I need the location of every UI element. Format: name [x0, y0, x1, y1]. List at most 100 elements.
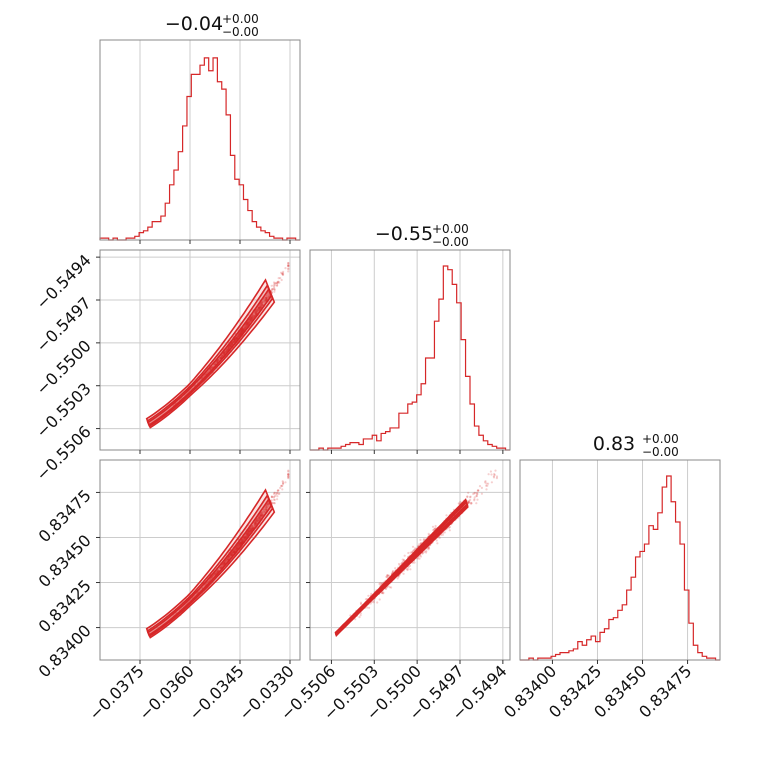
sample-point	[284, 481, 287, 484]
sample-point	[245, 534, 248, 537]
sample-point	[215, 571, 218, 574]
title-plus-error: +0.00	[432, 222, 469, 236]
sample-point	[245, 322, 249, 325]
sample-point	[403, 554, 406, 557]
sample-point	[241, 539, 244, 542]
sample-point	[261, 513, 264, 517]
sample-point	[238, 333, 241, 336]
sample-point	[237, 544, 240, 547]
sample-point	[255, 520, 259, 523]
sample-point	[270, 496, 273, 499]
sample-point	[273, 290, 276, 293]
sample-point	[271, 287, 274, 290]
sample-point	[280, 484, 283, 487]
sample-point	[231, 341, 234, 344]
sample-point	[281, 272, 284, 275]
sample-point	[246, 532, 249, 535]
sample-point	[287, 264, 290, 267]
sample-point	[434, 524, 437, 528]
sample-point	[245, 532, 249, 535]
sample-point	[232, 550, 235, 553]
sample-point	[233, 340, 236, 343]
sample-point	[270, 499, 273, 502]
sample-point	[401, 558, 404, 561]
sample-point	[265, 296, 268, 299]
sample-point	[494, 469, 497, 472]
sample-point	[382, 591, 385, 594]
sample-point	[242, 328, 245, 331]
contour-level-3	[147, 497, 273, 637]
sample-point	[475, 495, 478, 498]
sample-point	[250, 316, 253, 319]
sample-point	[487, 473, 490, 476]
sample-point	[243, 535, 246, 538]
sample-point	[249, 529, 253, 532]
title-minus-error: −0.00	[432, 235, 469, 249]
sample-point	[265, 508, 268, 511]
sample-point	[268, 294, 271, 297]
sample-point	[229, 554, 232, 557]
sample-point	[240, 542, 243, 545]
sample-point	[240, 539, 244, 542]
sample-point	[275, 492, 279, 495]
sample-point	[273, 502, 276, 505]
sample-point	[282, 482, 285, 485]
sample-point	[250, 317, 253, 320]
sample-point	[247, 322, 250, 325]
sample-point	[368, 606, 371, 609]
sample-point	[202, 375, 206, 378]
sample-point	[265, 508, 268, 512]
sample-point	[287, 469, 290, 472]
sample-point	[259, 514, 262, 517]
sample-point	[256, 307, 259, 310]
sample-point	[210, 366, 213, 370]
sample-point	[255, 518, 259, 521]
sample-point	[265, 506, 268, 509]
sample-point	[253, 314, 256, 317]
sample-point	[264, 299, 267, 302]
sample-point	[281, 484, 284, 487]
sample-point	[240, 331, 244, 334]
sample-point	[253, 524, 256, 528]
sample-point	[216, 360, 219, 363]
sample-point	[246, 322, 249, 325]
sample-point	[223, 352, 226, 355]
sample-point	[227, 346, 230, 349]
sample-point	[244, 536, 247, 540]
sample-point	[257, 515, 260, 519]
sample-point	[228, 555, 231, 558]
sample-point	[278, 492, 281, 495]
sample-point	[258, 517, 261, 520]
sample-point	[281, 480, 284, 483]
sample-point	[243, 328, 246, 331]
sample-point	[259, 305, 262, 308]
sample-point	[354, 618, 357, 621]
sample-point	[232, 550, 235, 553]
sample-point	[216, 570, 219, 573]
sample-point	[247, 532, 250, 535]
sample-point	[425, 551, 428, 554]
sample-point	[237, 544, 241, 548]
sample-point	[264, 506, 267, 509]
sample-point	[224, 560, 227, 563]
sample-point	[225, 348, 228, 352]
sample-point	[240, 542, 243, 545]
sample-point	[255, 310, 258, 313]
hist-frame	[99, 39, 301, 241]
sample-point	[220, 565, 223, 568]
sample-point	[287, 477, 290, 480]
sample-point	[223, 562, 226, 565]
sample-point	[287, 267, 290, 270]
sample-point	[259, 306, 262, 309]
sample-point	[469, 498, 472, 501]
sample-point	[259, 516, 262, 520]
sample-point	[259, 304, 262, 307]
sample-point	[250, 316, 253, 319]
sample-point	[233, 340, 236, 343]
sample-point	[253, 314, 256, 317]
sample-point	[433, 527, 436, 530]
sample-point	[272, 496, 275, 499]
sample-point	[241, 540, 244, 543]
sample-point	[222, 562, 225, 566]
sample-point	[222, 352, 225, 355]
